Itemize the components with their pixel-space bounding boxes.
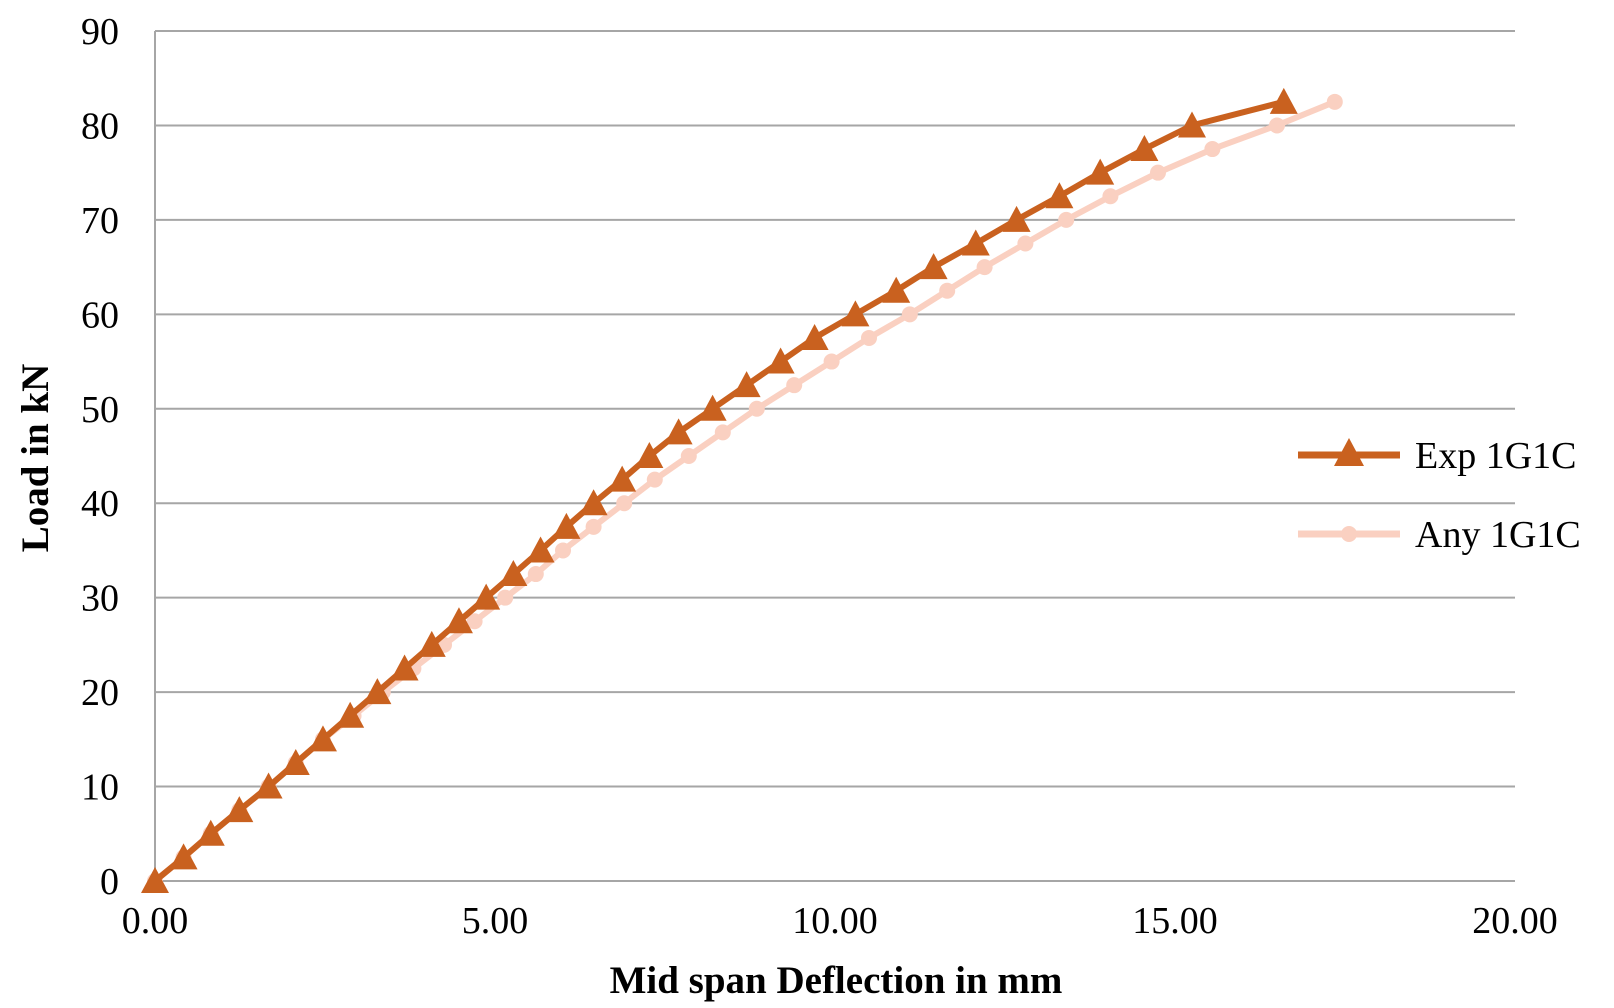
data-point-circle — [1204, 141, 1221, 158]
data-point-triangle — [698, 394, 727, 421]
data-point-triangle — [1269, 87, 1298, 114]
data-point-circle — [714, 424, 731, 441]
data-point-circle — [861, 329, 877, 346]
data-point-circle — [497, 589, 514, 606]
data-point-triangle — [635, 442, 664, 468]
data-point-circle — [976, 259, 993, 276]
legend-label-any: Any 1G1C — [1415, 514, 1581, 556]
data-point-circle — [616, 495, 633, 512]
data-point-triangle — [919, 253, 948, 280]
data-point-triangle — [254, 772, 283, 799]
data-point-circle — [527, 566, 544, 583]
data-point-circle — [901, 306, 918, 323]
data-point-circle — [585, 518, 602, 535]
x-tick-label: 10.00 — [792, 900, 878, 942]
tick-labels: 0 10 20 30 40 50 60 70 80 90 0.00 5.00 10.00 15.00 20.… — [81, 11, 1558, 942]
y-tick-label: 50 — [81, 389, 119, 431]
legend-circle-icon — [1341, 526, 1357, 542]
data-point-triangle — [1002, 205, 1031, 232]
data-point-triangle — [444, 607, 473, 634]
data-point-triangle — [225, 796, 254, 823]
data-point-triangle — [664, 418, 693, 445]
data-point-circle — [786, 377, 803, 394]
data-point-circle — [680, 448, 697, 464]
x-tick-label: 20.00 — [1472, 900, 1558, 942]
data-point-triangle — [608, 465, 637, 492]
data-point-circle — [748, 400, 765, 417]
series-line — [152, 98, 1338, 884]
data-point-circle — [1326, 93, 1343, 110]
legend-item-any: Any 1G1C — [1298, 514, 1581, 556]
x-tick-label: 5.00 — [462, 900, 529, 942]
data-point-circle — [1017, 235, 1034, 252]
data-point-circle — [1058, 211, 1075, 228]
y-tick-label: 10 — [81, 767, 119, 809]
x-tick-label: 15.00 — [1132, 900, 1218, 942]
x-axis-title: Mid span Deflection in mm — [610, 959, 1063, 1002]
y-tick-label: 40 — [81, 483, 119, 525]
y-tick-label: 70 — [81, 200, 119, 242]
data-point-circle — [466, 613, 483, 630]
y-axis-title: Load in kN — [14, 364, 57, 553]
data-point-triangle — [196, 819, 225, 846]
series-any — [147, 93, 1343, 889]
data-point-triangle — [1178, 111, 1206, 138]
data-point-triangle — [1086, 158, 1115, 185]
data-point-triangle — [1045, 182, 1074, 209]
data-point-circle — [1150, 164, 1166, 181]
data-point-triangle — [766, 347, 795, 374]
data-point-triangle — [1130, 135, 1159, 162]
data-point-triangle — [882, 276, 911, 303]
data-point-triangle — [552, 512, 581, 539]
legend: Exp 1G1C Any 1G1C — [1298, 435, 1581, 556]
data-point-triangle — [363, 678, 392, 705]
data-point-circle — [939, 282, 956, 299]
x-tick-label: 0.00 — [122, 900, 189, 942]
data-point-triangle — [961, 229, 990, 256]
y-tick-label: 30 — [81, 578, 119, 620]
data-point-triangle — [526, 536, 555, 563]
grid-lines — [155, 30, 1515, 788]
y-tick-label: 90 — [81, 11, 119, 53]
data-point-circle — [646, 471, 663, 488]
y-tick-label: 20 — [81, 672, 119, 714]
data-point-triangle — [472, 583, 501, 610]
data-point-triangle — [169, 843, 198, 870]
data-point-triangle — [390, 654, 419, 681]
series-line — [152, 98, 1287, 884]
y-tick-label: 60 — [81, 294, 119, 336]
y-tick-label: 80 — [81, 105, 119, 147]
data-point-triangle — [417, 630, 446, 657]
data-point-triangle — [579, 489, 608, 516]
data-point-triangle — [336, 701, 365, 728]
data-point-circle — [1102, 188, 1119, 205]
legend-triangle-icon — [1334, 438, 1364, 466]
data-point-circle — [823, 353, 840, 370]
series — [141, 87, 1343, 893]
legend-label-exp: Exp 1G1C — [1415, 435, 1577, 477]
data-point-triangle — [841, 300, 870, 327]
series-exp — [141, 87, 1298, 893]
data-point-circle — [1269, 117, 1285, 134]
data-point-triangle — [281, 748, 310, 775]
legend-item-exp: Exp 1G1C — [1298, 435, 1577, 477]
y-tick-label: 0 — [100, 861, 119, 903]
data-point-triangle — [308, 725, 337, 752]
data-point-triangle — [141, 867, 169, 893]
data-point-circle — [555, 542, 571, 559]
data-point-triangle — [800, 323, 829, 350]
data-point-triangle — [732, 371, 761, 398]
data-point-triangle — [499, 560, 528, 587]
axes — [154, 31, 1515, 882]
